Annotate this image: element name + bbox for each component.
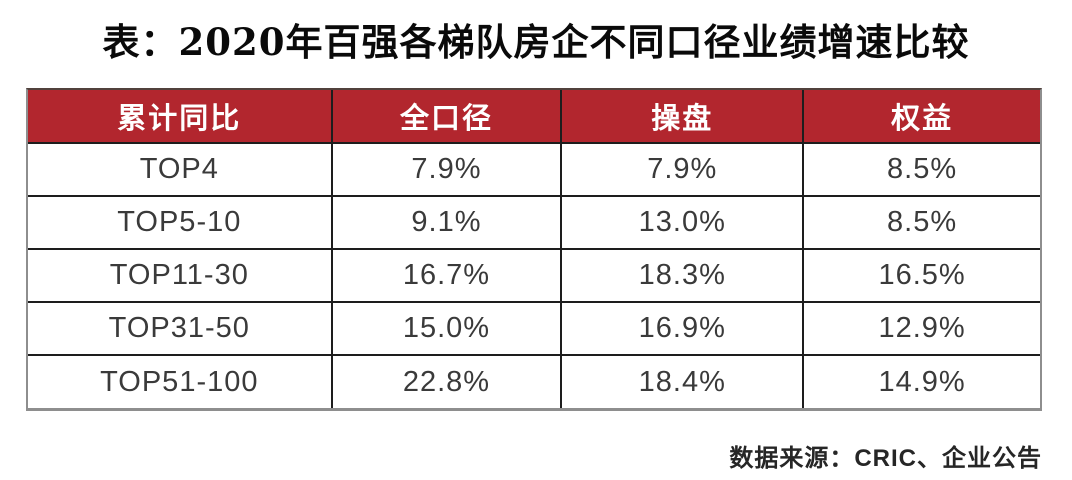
table-title: 表：2020年百强各梯队房企不同口径业绩增速比较 bbox=[102, 20, 970, 64]
table-row: TOP51-100 22.8% 18.4% 14.9% bbox=[28, 355, 1040, 408]
growth-table: 累计同比 全口径 操盘 权益 TOP4 7.9% 7.9% 8.5% TOP5-… bbox=[28, 90, 1040, 408]
table-cell: 12.9% bbox=[803, 302, 1040, 356]
table-cell: 18.3% bbox=[561, 249, 805, 303]
row-label: TOP11-30 bbox=[28, 249, 333, 303]
table-cell: 18.4% bbox=[561, 355, 805, 408]
data-source-note: 数据来源：CRIC、企业公告 bbox=[729, 445, 1042, 472]
table-row: TOP4 7.9% 7.9% 8.5% bbox=[28, 143, 1040, 197]
header-cell-operated: 操盘 bbox=[561, 90, 805, 144]
row-label: TOP31-50 bbox=[28, 302, 333, 356]
table-cell: 7.9% bbox=[331, 143, 563, 197]
header-cell-equity: 权益 bbox=[803, 90, 1040, 144]
header-cell-full-caliber: 全口径 bbox=[331, 90, 563, 144]
row-label: TOP51-100 bbox=[28, 355, 333, 408]
table-cell: 8.5% bbox=[803, 143, 1040, 197]
table-cell: 13.0% bbox=[561, 196, 805, 250]
table-cell: 7.9% bbox=[561, 143, 805, 197]
table-header-row: 累计同比 全口径 操盘 权益 bbox=[28, 90, 1040, 144]
table-row: TOP5-10 9.1% 13.0% 8.5% bbox=[28, 196, 1040, 250]
table-cell: 8.5% bbox=[803, 196, 1040, 250]
table-row: TOP31-50 15.0% 16.9% 12.9% bbox=[28, 302, 1040, 356]
row-label: TOP4 bbox=[28, 143, 333, 197]
table-row: TOP11-30 16.7% 18.3% 16.5% bbox=[28, 249, 1040, 303]
table-cell: 16.5% bbox=[803, 249, 1040, 303]
table-cell: 9.1% bbox=[331, 196, 563, 250]
row-label: TOP5-10 bbox=[28, 196, 333, 250]
growth-table-frame: 累计同比 全口径 操盘 权益 TOP4 7.9% 7.9% 8.5% TOP5-… bbox=[26, 88, 1042, 411]
header-cell-yoy: 累计同比 bbox=[28, 90, 333, 144]
table-cell: 15.0% bbox=[331, 302, 563, 356]
table-cell: 22.8% bbox=[331, 355, 563, 408]
table-cell: 16.9% bbox=[561, 302, 805, 356]
table-cell: 14.9% bbox=[878, 365, 966, 398]
table-cell: 16.7% bbox=[331, 249, 563, 303]
